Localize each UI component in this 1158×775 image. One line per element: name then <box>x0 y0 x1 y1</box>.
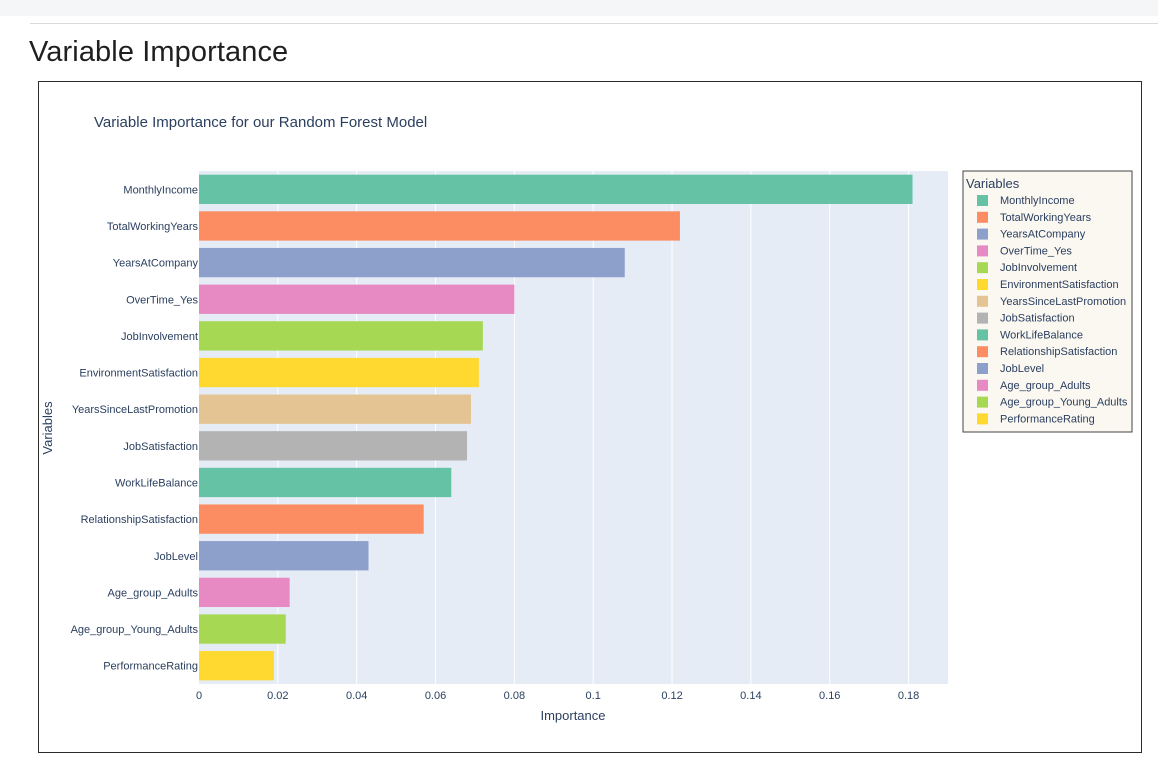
legend-swatch[interactable] <box>977 195 988 206</box>
y-tick-label: TotalWorkingYears <box>107 221 199 233</box>
y-axis-title: Variables <box>40 401 55 455</box>
bar[interactable] <box>199 614 286 644</box>
section-divider <box>30 23 1158 24</box>
legend-swatch[interactable] <box>977 346 988 358</box>
y-tick-labels: MonthlyIncome TotalWorkingYears YearsAtCom… <box>71 184 199 672</box>
x-tick-label: 0.18 <box>898 690 919 702</box>
legend-label[interactable]: JobInvolvement <box>1000 262 1077 274</box>
y-tick-label: EnvironmentSatisfaction <box>79 368 198 380</box>
y-tick-label: YearsAtCompany <box>113 258 199 270</box>
legend: Variables MonthlyIncome TotalWorkingYears… <box>962 170 1133 433</box>
bar[interactable] <box>199 504 424 534</box>
y-tick-label: OverTime_Yes <box>126 294 198 306</box>
x-tick-labels: 0 0.02 0.04 0.06 0.08 0.1 0.12 0.14 0.16 0.18 <box>196 690 919 702</box>
bar[interactable] <box>199 541 369 571</box>
bar-chart: Variable Importance for our Random Fores… <box>40 114 1133 723</box>
legend-swatch[interactable] <box>977 363 988 374</box>
legend-label[interactable]: MonthlyIncome <box>1000 195 1075 207</box>
legend-label[interactable]: TotalWorkingYears <box>1000 212 1092 224</box>
x-tick-label: 0.06 <box>425 690 446 702</box>
x-tick-label: 0 <box>196 690 202 702</box>
y-tick-label: PerformanceRating <box>103 661 198 673</box>
bars <box>199 174 913 681</box>
bar[interactable] <box>199 174 913 204</box>
bar[interactable] <box>199 431 468 461</box>
legend-label[interactable]: JobLevel <box>1000 363 1044 375</box>
bar[interactable] <box>199 651 274 681</box>
y-tick-label: Age_group_Adults <box>107 587 198 599</box>
y-tick-label: RelationshipSatisfaction <box>81 514 198 526</box>
y-tick-label: WorkLifeBalance <box>115 477 198 489</box>
legend-label[interactable]: RelationshipSatisfaction <box>1000 346 1117 358</box>
legend-swatch[interactable] <box>977 262 988 274</box>
y-tick-label: JobInvolvement <box>121 331 198 343</box>
legend-swatch[interactable] <box>977 279 988 290</box>
bar[interactable] <box>199 467 452 498</box>
bar[interactable] <box>199 247 625 278</box>
legend-swatch[interactable] <box>977 312 988 324</box>
legend-label[interactable]: PerformanceRating <box>1000 413 1095 425</box>
legend-swatch[interactable] <box>977 379 988 391</box>
bar[interactable] <box>199 357 479 388</box>
legend-swatch[interactable] <box>977 329 988 341</box>
x-tick-label: 0.16 <box>819 690 840 702</box>
chart-container: Variable Importance for our Random Fores… <box>38 81 1142 753</box>
bar[interactable] <box>199 321 483 351</box>
legend-label[interactable]: JobSatisfaction <box>1000 313 1075 325</box>
legend-title: Variables <box>966 176 1020 191</box>
y-tick-label: JobLevel <box>154 551 198 563</box>
legend-label[interactable]: Age_group_Young_Adults <box>1000 397 1128 409</box>
x-tick-label: 0.1 <box>586 690 601 702</box>
bar[interactable] <box>199 211 680 241</box>
page-title: Variable Importance <box>29 36 289 68</box>
y-tick-label: MonthlyIncome <box>123 184 198 196</box>
legend-label[interactable]: EnvironmentSatisfaction <box>1000 279 1119 291</box>
legend-label[interactable]: Age_group_Adults <box>1000 380 1091 392</box>
legend-label[interactable]: YearsSinceLastPromotion <box>1000 296 1126 308</box>
legend-swatch[interactable] <box>977 211 988 223</box>
y-tick-label: YearsSinceLastPromotion <box>72 404 198 416</box>
bar[interactable] <box>199 577 290 608</box>
x-tick-label: 0.04 <box>346 690 367 702</box>
y-tick-label: Age_group_Young_Adults <box>71 624 199 636</box>
x-axis-title: Importance <box>540 708 605 723</box>
top-strip <box>0 0 1158 16</box>
x-tick-label: 0.08 <box>504 690 525 702</box>
legend-label[interactable]: YearsAtCompany <box>1000 229 1086 241</box>
legend-swatch[interactable] <box>977 295 988 307</box>
x-tick-label: 0.02 <box>267 690 288 702</box>
legend-swatch[interactable] <box>977 228 988 240</box>
legend-swatch[interactable] <box>977 413 988 425</box>
legend-swatch[interactable] <box>977 245 988 257</box>
x-tick-label: 0.12 <box>661 690 682 702</box>
x-tick-label: 0.14 <box>740 690 761 702</box>
bar[interactable] <box>199 394 472 424</box>
chart-title: Variable Importance for our Random Fores… <box>94 114 427 131</box>
y-tick-label: JobSatisfaction <box>123 441 198 453</box>
legend-box <box>962 170 1133 433</box>
legend-label[interactable]: WorkLifeBalance <box>1000 329 1083 341</box>
bar[interactable] <box>199 284 515 314</box>
legend-swatch[interactable] <box>977 396 988 408</box>
legend-items: MonthlyIncome TotalWorkingYears YearsAtCom… <box>977 195 1128 425</box>
legend-label[interactable]: OverTime_Yes <box>1000 245 1072 257</box>
